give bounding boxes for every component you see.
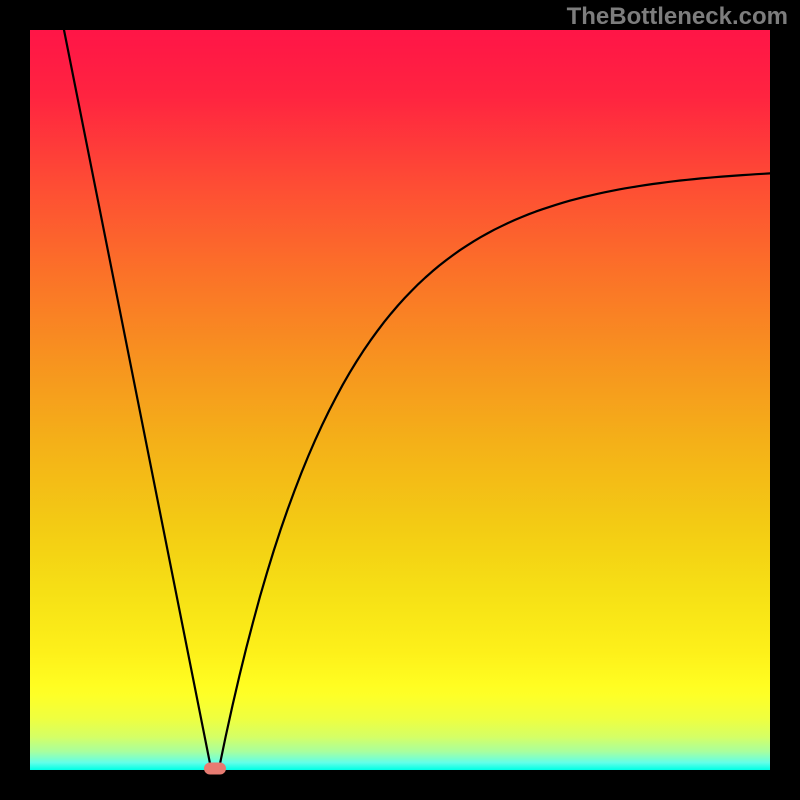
chart-frame: TheBottleneck.com bbox=[0, 0, 800, 800]
watermark-text: TheBottleneck.com bbox=[567, 5, 788, 29]
chart-plot-background bbox=[30, 30, 770, 770]
optimal-point-marker bbox=[204, 763, 226, 775]
bottleneck-chart bbox=[0, 0, 800, 800]
